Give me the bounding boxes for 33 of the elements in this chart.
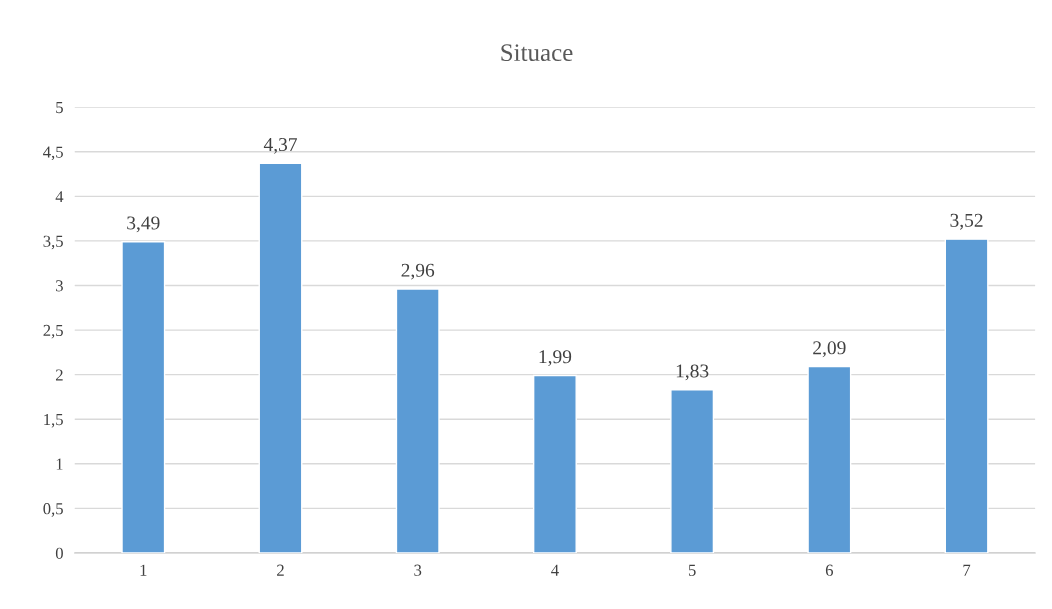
- x-tick-label: 2: [277, 564, 284, 576]
- data-label: 2,96: [401, 263, 435, 280]
- bar: [807, 365, 852, 553]
- y-tick-label: 0: [55, 547, 63, 559]
- y-tick-label: 3: [56, 280, 63, 292]
- data-label: 4,37: [263, 138, 297, 154]
- y-tick-label: 2: [55, 369, 63, 381]
- x-tick-label: 1: [140, 564, 147, 576]
- x-tick-label: 7: [963, 564, 971, 576]
- y-tick-label: 4,5: [43, 146, 63, 161]
- chart-title: Situace: [501, 44, 573, 62]
- y-tick-label: 1: [56, 458, 63, 470]
- y-tick-label: 0,5: [43, 503, 63, 517]
- data-label: 3,49: [127, 216, 160, 233]
- bar: [532, 374, 577, 553]
- bar: [670, 389, 715, 553]
- bar: [121, 241, 166, 553]
- bar: [395, 288, 440, 553]
- x-tick-label: 4: [551, 564, 559, 576]
- x-tick-label: 5: [688, 564, 696, 576]
- data-label: 1,99: [539, 350, 572, 367]
- x-tick-label: 3: [414, 564, 422, 576]
- y-tick-label: 1,5: [44, 414, 63, 428]
- bar: [258, 162, 303, 553]
- y-tick-label: 4: [55, 191, 64, 203]
- y-tick-label: 2,5: [43, 324, 63, 339]
- data-label: 2,09: [813, 341, 846, 358]
- x-tick-label: 6: [825, 564, 834, 576]
- data-label: 1,83: [676, 364, 709, 381]
- data-label: 3,52: [950, 213, 983, 230]
- y-tick-label: 3,5: [43, 235, 63, 250]
- y-tick-label: 5: [56, 102, 63, 114]
- bar: [944, 238, 989, 553]
